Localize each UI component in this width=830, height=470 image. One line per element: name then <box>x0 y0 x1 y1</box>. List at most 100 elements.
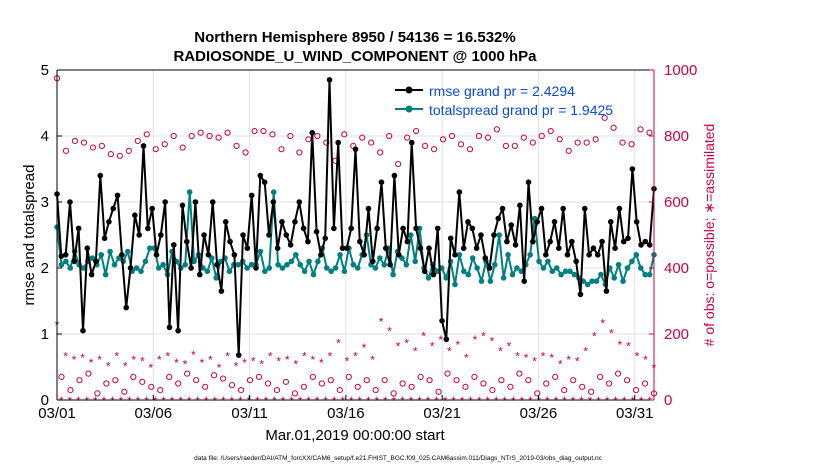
possible-obs-point <box>628 141 635 148</box>
legend-spread-label: totalspread grand pr = 1.9425 <box>429 102 613 118</box>
assimilated-obs-point: * <box>630 394 635 408</box>
assimilated-obs-point: * <box>460 394 465 408</box>
assimilated-obs-point: * <box>140 354 145 368</box>
rmse-point <box>58 253 65 259</box>
assimilated-obs-point: * <box>161 394 166 408</box>
rmse-point <box>564 252 571 258</box>
rmse-point <box>114 192 121 199</box>
assimilated-obs-point: * <box>494 394 499 408</box>
totalspread-point <box>633 252 640 258</box>
rmse-point <box>404 238 411 245</box>
possible-obs-point <box>143 131 150 138</box>
rmse-point <box>305 238 311 245</box>
rmse-point <box>521 278 528 285</box>
assimilated-obs-point: * <box>618 338 623 352</box>
rmse-point <box>283 232 290 238</box>
rmse-point <box>382 245 389 251</box>
rmse-point <box>71 258 78 265</box>
rmse-point <box>222 219 229 225</box>
possible-obs-point <box>381 377 388 384</box>
assimilated-obs-point: * <box>221 394 226 408</box>
totalspread-point <box>567 268 573 275</box>
rmse-point <box>577 291 584 298</box>
possible-obs-point <box>341 131 348 138</box>
totalspread-point <box>637 265 644 271</box>
totalspread-point <box>217 258 224 265</box>
totalspread-point <box>89 255 96 261</box>
possible-obs-point <box>412 127 420 135</box>
assimilated-obs-point: * <box>340 394 345 408</box>
rmse-point <box>140 143 147 149</box>
assimilated-obs-point: * <box>315 394 320 408</box>
assimilated-obs-point: * <box>106 359 111 373</box>
possible-obs-point <box>623 377 631 384</box>
totalspread-point <box>354 265 361 271</box>
totalspread-point <box>452 281 458 288</box>
possible-obs-point <box>574 139 581 146</box>
assimilated-obs-point: * <box>131 353 136 367</box>
totalspread-point <box>527 252 533 258</box>
assimilated-obs-point: * <box>639 394 644 408</box>
rmse-point <box>106 219 112 225</box>
possible-obs-point <box>363 377 370 384</box>
legend-rmse-label: rmse grand pr = 2.4294 <box>429 83 575 99</box>
assimilated-obs-point: * <box>571 394 576 408</box>
assimilated-obs-point: * <box>268 349 273 363</box>
possible-obs-point <box>94 390 101 397</box>
possible-obs-point <box>314 132 321 140</box>
totalspread-point <box>328 268 334 275</box>
rmse-point <box>88 271 95 278</box>
totalspread-point <box>620 278 626 285</box>
legend-spread-marker <box>405 105 413 113</box>
totalspread-point <box>337 252 343 258</box>
possible-obs-point <box>390 390 397 397</box>
assimilated-obs-point: * <box>285 353 290 367</box>
rmse-point <box>443 336 450 343</box>
x-axis-ticks: 03/01 03/06 03/11 03/16 03/21 03/26 03/31 <box>38 395 654 422</box>
possible-obs-point <box>219 375 227 382</box>
assimilated-obs-point: * <box>626 340 631 354</box>
y2-tick-label: 600 <box>664 194 689 211</box>
rmse-point <box>434 225 441 232</box>
possible-obs-point <box>211 372 218 379</box>
y-tick-label: 4 <box>41 128 49 145</box>
data-marks: ****************************************… <box>53 75 658 408</box>
assimilated-obs-point: * <box>464 351 469 365</box>
totalspread-point <box>124 248 131 255</box>
totalspread-point <box>514 265 520 271</box>
assimilated-obs-point: * <box>212 394 217 408</box>
possible-obs-point <box>255 373 263 380</box>
rmse-point <box>123 304 130 311</box>
rmse-point <box>581 205 588 212</box>
possible-obs-point <box>184 370 191 377</box>
rmse-point <box>183 238 190 245</box>
assimilated-obs-point: * <box>434 394 439 408</box>
possible-obs-point <box>130 373 137 380</box>
possible-obs-point <box>309 373 316 380</box>
rmse-point <box>473 245 480 251</box>
y2-axis-label: # of obs: o=possible; ∗=assimilated <box>701 124 717 347</box>
totalspread-point <box>500 275 507 281</box>
assimilated-obs-point: * <box>80 351 85 365</box>
assimilated-obs-point: * <box>417 394 422 408</box>
assimilated-obs-point: * <box>643 353 648 367</box>
totalspread-point <box>248 261 255 268</box>
assimilated-obs-point: * <box>456 338 461 352</box>
totalspread-point <box>244 265 250 271</box>
rmse-point <box>365 205 372 212</box>
possible-obs-point <box>336 387 343 394</box>
possible-obs-point <box>471 373 478 380</box>
possible-obs-point <box>368 139 375 146</box>
rmse-point <box>175 327 181 334</box>
possible-obs-point <box>215 134 222 141</box>
totalspread-point <box>270 189 277 195</box>
assimilated-obs-point: * <box>238 394 243 408</box>
totalspread-point <box>624 265 631 271</box>
rmse-point <box>227 238 233 245</box>
rmse-point <box>586 252 592 258</box>
assimilated-obs-point: * <box>170 394 175 408</box>
rmse-point <box>620 238 627 245</box>
assimilated-obs-point: * <box>157 353 162 367</box>
assimilated-obs-point: * <box>447 345 452 359</box>
possible-obs-point <box>103 380 110 387</box>
